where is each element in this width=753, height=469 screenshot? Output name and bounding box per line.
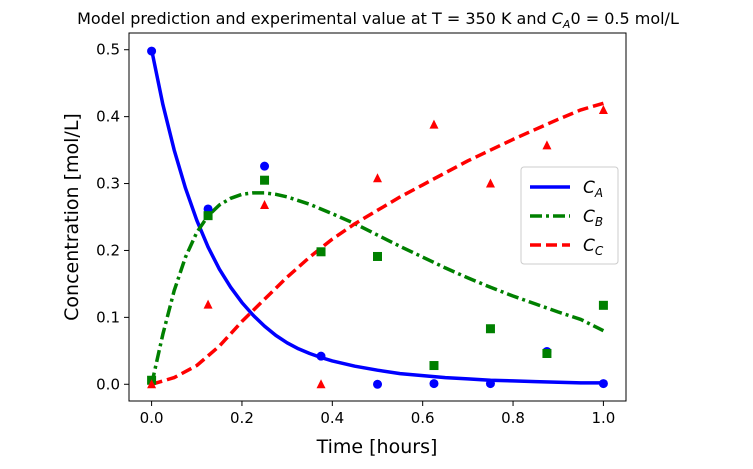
- data-point-cb: [260, 175, 270, 185]
- x-tick-label: 0.4: [320, 409, 344, 427]
- y-tick-label: 0.2: [96, 241, 120, 259]
- y-axis: 0.0 0.1 0.2 0.3 0.4 0.5: [96, 41, 129, 393]
- data-point-cc: [316, 379, 326, 389]
- experimental-markers: [147, 46, 608, 389]
- data-point-ca: [316, 351, 326, 361]
- model-line-b: [149, 191, 605, 385]
- y-tick-label: 0.5: [96, 41, 120, 59]
- chart-title-subscript: A: [562, 18, 571, 31]
- chart-title-suffix: 0 = 0.5 mol/L: [570, 9, 679, 28]
- data-point-ca: [429, 379, 439, 389]
- y-tick-label: 0.0: [96, 375, 120, 393]
- y-tick-label: 0.1: [96, 308, 120, 326]
- x-tick-label: 1.0: [591, 409, 615, 427]
- model-line-c: [151, 101, 604, 386]
- data-point-ca: [485, 379, 495, 389]
- data-point-cb: [542, 348, 552, 358]
- legend-label-a: CA: [583, 178, 603, 200]
- data-point-cc: [203, 299, 213, 309]
- data-point-cb: [429, 361, 439, 371]
- chart-title: Model prediction and experimental value …: [77, 9, 679, 31]
- data-point-ca: [147, 46, 157, 56]
- data-point-ca: [260, 161, 270, 171]
- y-axis-label: Concentration [mol/L]: [61, 113, 83, 321]
- data-point-cb: [373, 251, 382, 261]
- data-point-cb: [485, 324, 495, 334]
- x-tick-label: 0.6: [411, 409, 435, 427]
- legend-label-b: CB: [583, 207, 603, 229]
- x-axis: 0.0 0.2 0.4 0.6 0.8 1.0: [140, 401, 615, 427]
- data-point-cc: [147, 379, 157, 389]
- data-point-cb: [598, 300, 608, 310]
- data-point-cc: [542, 140, 552, 150]
- data-point-ca: [598, 379, 608, 389]
- data-point-cb: [316, 247, 326, 257]
- chart-title-prefix: Model prediction and experimental value …: [77, 9, 552, 28]
- model-curves: [149, 49, 605, 386]
- y-tick-label: 0.3: [96, 175, 120, 193]
- data-point-ca: [373, 379, 382, 389]
- plot-frame: [128, 32, 627, 402]
- data-point-cc: [598, 104, 608, 114]
- data-point-cc: [429, 119, 439, 129]
- data-point-cb: [203, 211, 213, 221]
- data-point-cc: [373, 173, 382, 183]
- y-tick-label: 0.4: [96, 108, 120, 126]
- x-tick-label: 0.2: [230, 409, 254, 427]
- data-point-cc: [260, 199, 270, 209]
- model-line-a: [149, 49, 604, 385]
- x-tick-label: 0.0: [140, 409, 164, 427]
- legend-label-c: CC: [583, 236, 604, 258]
- data-point-cc: [485, 178, 495, 188]
- legend: CA CB CC: [520, 166, 619, 265]
- chart-title-symbol: C: [552, 9, 564, 28]
- x-tick-label: 0.8: [501, 409, 525, 427]
- x-axis-label: Time [hours]: [316, 436, 438, 458]
